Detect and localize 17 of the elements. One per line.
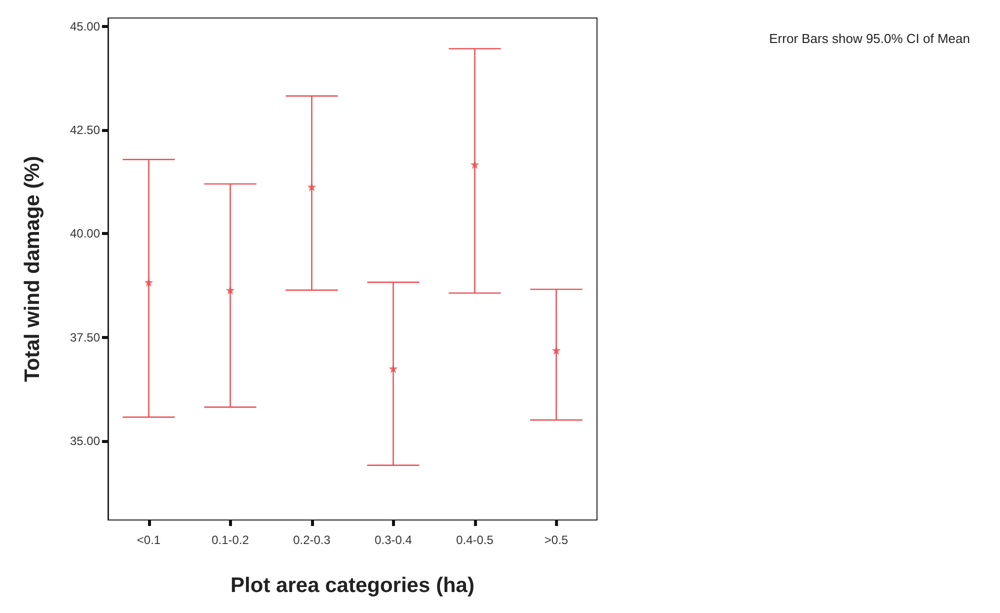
y-tick-label: 35.00 [70,434,100,448]
y-tick-label: 40.00 [70,226,100,241]
x-tick-label: 0.3-0.4 [374,533,412,547]
y-axis-title: Total wind damage (%) [21,156,44,382]
x-tick-label: <0.1 [136,533,161,547]
x-tick-label: >0.5 [544,533,568,547]
point [144,278,154,287]
x-tick-label: 0.4-0.5 [456,533,494,547]
point [226,286,235,295]
x-tick-label: 0.2-0.3 [293,533,331,547]
y-tick-label: 42.50 [70,123,100,138]
y-tick-label: 45.00 [70,19,100,34]
point [388,364,398,374]
x-tick-label: 0.1-0.2 [212,533,250,547]
text: Error Bars show 95.0% CI of Mean [769,31,970,46]
y-tick-label: 37.50 [70,330,100,344]
x-axis-title: Plot area categories (ha) [230,574,474,597]
